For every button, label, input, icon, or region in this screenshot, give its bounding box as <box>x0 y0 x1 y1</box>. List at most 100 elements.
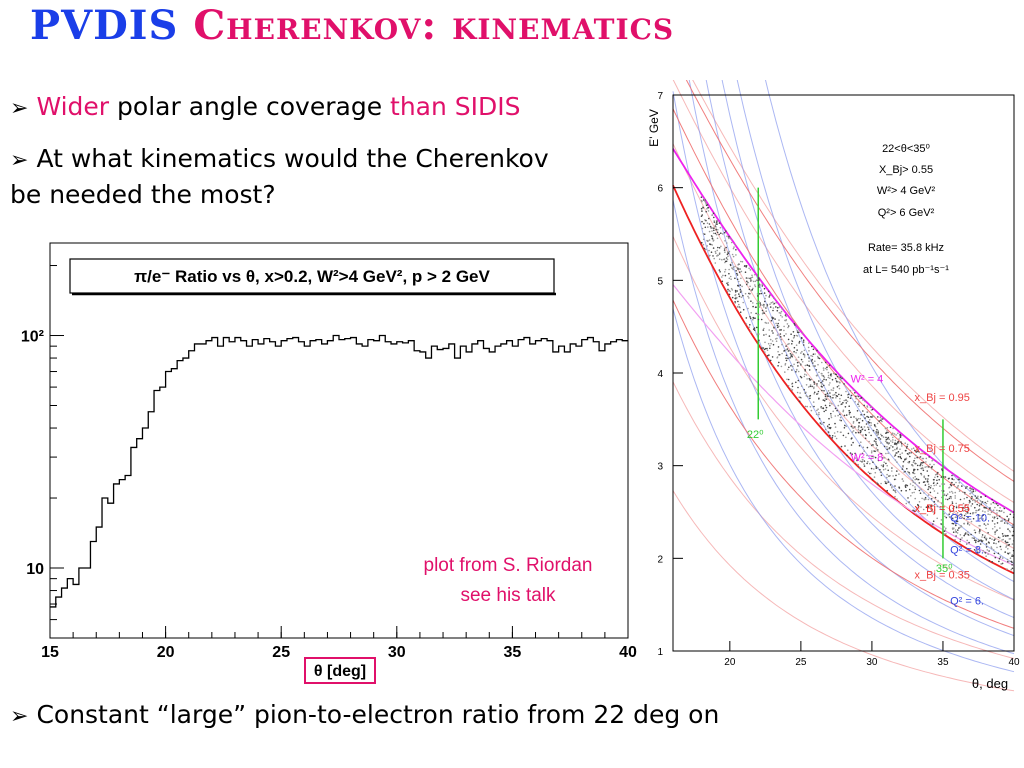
event-point <box>990 511 993 514</box>
event-point <box>904 485 907 487</box>
event-point <box>760 318 763 321</box>
event-point <box>972 490 975 493</box>
event-point <box>955 524 957 527</box>
event-point <box>981 534 984 536</box>
event-point <box>975 497 978 499</box>
event-point <box>908 501 910 503</box>
event-point <box>941 496 943 499</box>
event-point <box>896 470 898 472</box>
event-point <box>759 284 761 286</box>
curve-label: x_Bj = 0.55 <box>915 503 970 515</box>
event-point <box>915 450 917 453</box>
event-point <box>761 312 764 315</box>
event-point <box>763 312 765 314</box>
event-point <box>767 342 770 345</box>
event-point <box>870 457 872 460</box>
event-point <box>985 539 988 541</box>
event-point <box>703 222 705 225</box>
event-point <box>906 467 908 470</box>
event-point <box>742 294 744 297</box>
event-point <box>713 220 715 222</box>
event-point <box>892 439 894 441</box>
event-point <box>974 501 976 503</box>
event-point <box>761 309 764 312</box>
event-point <box>771 330 773 332</box>
event-point <box>828 384 830 386</box>
event-point <box>915 478 918 480</box>
event-point <box>893 433 896 435</box>
x-tick-label: 40 <box>619 644 637 661</box>
event-point <box>830 396 832 399</box>
event-point <box>824 393 827 396</box>
event-point <box>732 266 735 268</box>
event-point <box>757 277 760 279</box>
event-point <box>984 524 987 527</box>
event-point <box>1007 534 1009 537</box>
event-point <box>822 375 825 377</box>
annotation-line: Q²> 6 GeV² <box>878 207 935 219</box>
annotation-line: W²> 4 GeV² <box>877 185 936 197</box>
event-point <box>967 531 969 533</box>
event-point <box>745 317 748 319</box>
event-point <box>867 421 870 423</box>
event-point <box>799 375 802 378</box>
x-tick-label: 20 <box>157 644 175 661</box>
event-point <box>795 334 798 337</box>
event-point <box>1003 511 1005 514</box>
event-point <box>791 353 794 356</box>
event-point <box>906 452 909 455</box>
event-point <box>754 285 757 288</box>
event-point <box>828 423 830 426</box>
event-point <box>858 425 860 427</box>
y-tick-label: 5 <box>657 276 663 287</box>
event-point <box>917 449 919 451</box>
event-point <box>952 522 955 525</box>
event-point <box>884 427 887 430</box>
event-point <box>1006 568 1008 570</box>
event-point <box>787 385 790 387</box>
ratio-histogram-chart: π/e⁻ Ratio vs θ, x>0.2, W²>4 GeV², p > 2… <box>21 242 637 684</box>
event-point <box>992 509 995 512</box>
event-point <box>724 268 727 271</box>
event-point <box>912 447 915 450</box>
event-point <box>936 475 939 478</box>
event-point <box>965 513 967 515</box>
x-tick-label: 25 <box>272 644 290 661</box>
event-point <box>773 327 775 329</box>
event-point <box>881 418 884 420</box>
event-point <box>916 464 919 467</box>
event-point <box>936 479 938 482</box>
event-point <box>991 561 993 563</box>
event-point <box>739 288 742 291</box>
event-point <box>936 492 939 495</box>
event-point <box>859 460 862 463</box>
event-point <box>850 416 852 419</box>
event-point <box>793 363 795 366</box>
event-point <box>855 417 857 420</box>
x-axis-label: θ [deg] <box>314 663 366 680</box>
event-point <box>969 489 972 492</box>
event-point <box>718 233 720 236</box>
event-point <box>825 398 828 401</box>
event-point <box>824 428 827 431</box>
event-point <box>835 373 838 376</box>
event-point <box>844 406 847 408</box>
event-point <box>889 426 892 429</box>
event-point <box>841 403 843 405</box>
event-point <box>800 385 803 387</box>
event-point <box>880 442 882 444</box>
event-point <box>860 430 862 432</box>
event-point <box>993 552 996 555</box>
event-point <box>849 397 852 400</box>
event-point <box>748 288 751 291</box>
plot-frame <box>672 94 1015 652</box>
event-point <box>892 427 894 430</box>
event-point <box>706 222 709 224</box>
event-point <box>991 547 993 550</box>
event-point <box>730 278 732 280</box>
y-tick-label: 2 <box>657 554 663 565</box>
event-point <box>808 350 810 352</box>
event-point <box>979 517 982 519</box>
event-point <box>818 357 821 360</box>
event-point <box>900 441 902 443</box>
